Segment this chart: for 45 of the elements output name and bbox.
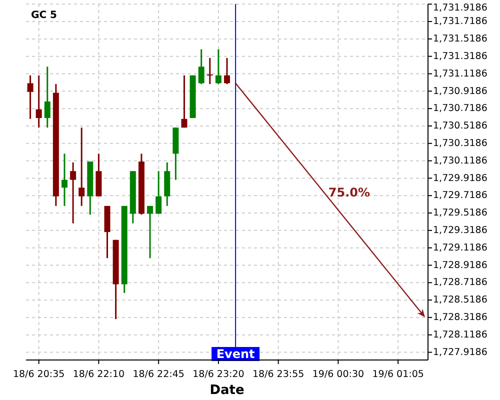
x-tick-label: 18/6 20:35: [12, 369, 65, 380]
candlestick: [147, 205, 154, 259]
candlestick: [70, 162, 76, 224]
y-tick-label: 1,731.7186: [433, 16, 488, 28]
x-tick-label: 18/6 22:10: [72, 369, 125, 380]
y-tick-label: 1,730.5186: [433, 120, 488, 132]
y-tick-label: 1,729.5186: [433, 208, 488, 219]
candlestick: [206, 57, 213, 85]
y-tick-label: 1,730.1186: [433, 155, 488, 166]
y-tick-label: 1,728.5186: [433, 294, 488, 306]
y-tick-label: 1,730.3186: [433, 138, 488, 149]
candlestick: [224, 57, 230, 85]
y-tick-label: 1,731.1186: [433, 68, 488, 80]
y-tick-label: 1,730.7186: [433, 103, 488, 114]
candlestick: [215, 48, 222, 85]
annotation: Event: [216, 347, 256, 361]
x-tick-label: 18/6 22:45: [132, 369, 184, 380]
text: GC 5: [31, 10, 58, 21]
y-tick-label: 1,728.1186: [433, 329, 488, 340]
candlestick: [181, 74, 188, 128]
y-tick-label: 1,727.9186: [433, 346, 488, 358]
y-tick-label: 1,728.9186: [433, 260, 488, 271]
candlestick: [44, 66, 50, 128]
annotation: 75.0%: [328, 186, 370, 200]
x-tick-label: 18/6 23:55: [252, 369, 304, 380]
x-tick-label: 19/6 00:30: [312, 369, 364, 380]
y-tick-label: 1,729.9186: [433, 172, 488, 184]
y-tick-label: 1,729.1186: [433, 242, 488, 254]
candlestick: [27, 74, 34, 120]
candlestick: [78, 126, 85, 207]
x-tick-label: 19/6 01:05: [372, 369, 424, 380]
candlestick: [198, 48, 204, 85]
y-tick-label: 1,729.7186: [433, 190, 488, 202]
y-tick-label: 1,731.9186: [433, 2, 488, 14]
y-tick-label: 1,728.7186: [433, 277, 488, 288]
y-tick-label: 1,731.3186: [433, 50, 488, 62]
y-tick-label: 1,730.9186: [433, 86, 488, 97]
candlestick: [36, 74, 42, 128]
x-axis-title: Date: [210, 383, 244, 398]
y-tick-label: 1,729.3186: [433, 225, 488, 236]
candlestick: [156, 170, 162, 215]
y-tick-label: 1,731.5186: [433, 34, 488, 45]
x-tick-label: 18/6 23:20: [192, 369, 244, 380]
y-tick-label: 1,728.3186: [433, 312, 488, 324]
candlestick: [61, 152, 68, 207]
